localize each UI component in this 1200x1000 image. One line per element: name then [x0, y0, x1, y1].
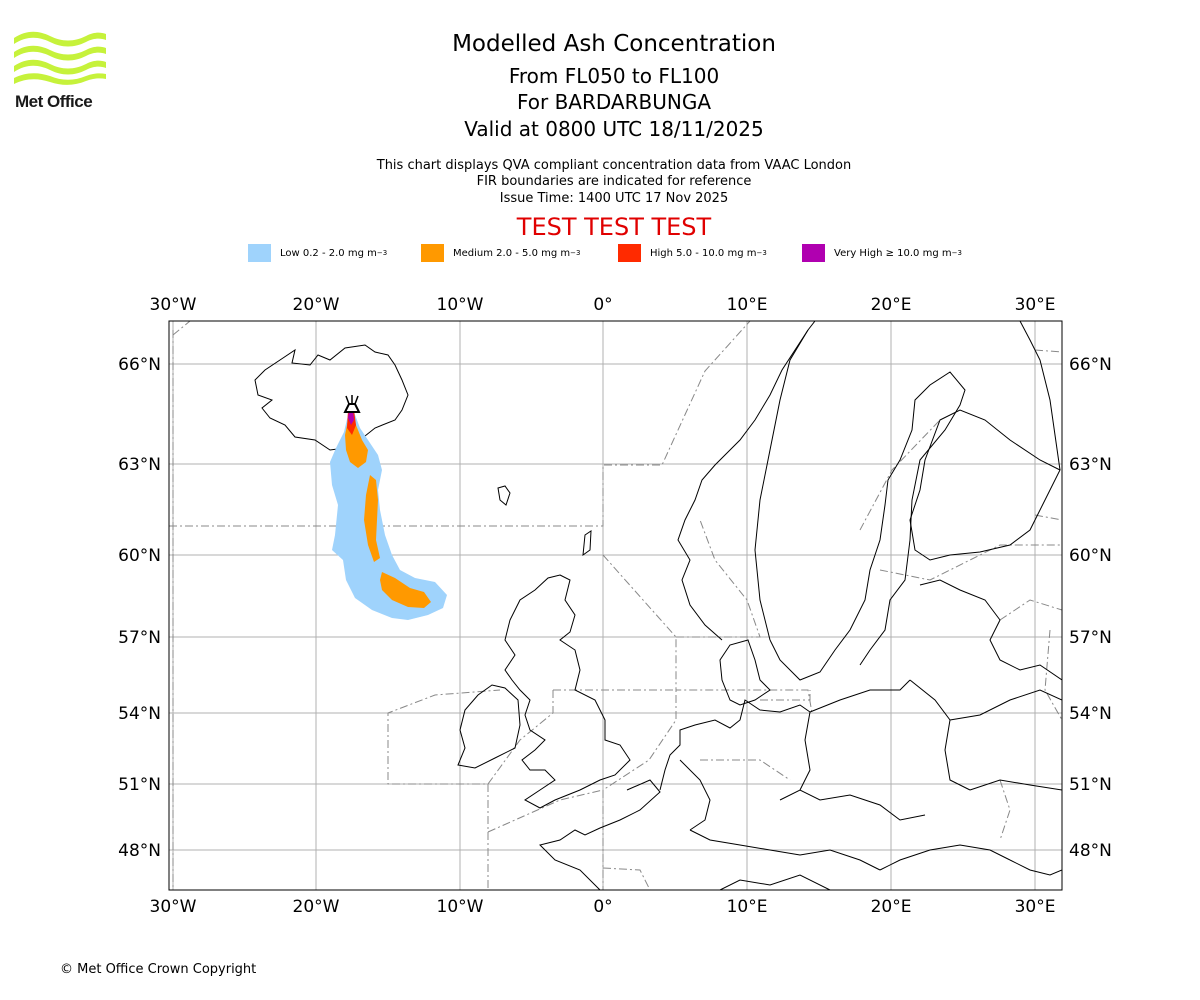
lat-label-left: 54°N — [118, 704, 161, 724]
level-range: From FL050 to FL100 — [508, 64, 720, 88]
lat-label-right: 54°N — [1069, 704, 1112, 724]
test-banner: TEST TEST TEST — [516, 213, 712, 241]
legend-item-high: High 5.0 - 10.0 mg m −3 — [618, 244, 767, 262]
lat-labels-right: 66°N 63°N 60°N 57°N 54°N 51°N 48°N — [1069, 355, 1112, 861]
lon-labels-bottom: 30°W 20°W 10°W 0° 10°E 20°E 30°E — [150, 897, 1056, 917]
border-poland-east — [909, 679, 971, 791]
lat-label-left: 63°N — [118, 455, 161, 475]
lat-label-left: 48°N — [118, 841, 161, 861]
lat-labels-left: 66°N 63°N 60°N 57°N 54°N 51°N 48°N — [118, 355, 161, 861]
legend-label-high: High 5.0 - 10.0 mg m — [650, 247, 757, 259]
lat-label-right: 48°N — [1069, 841, 1112, 861]
ash-medium-south — [380, 572, 431, 608]
lon-label-bottom: 10°E — [727, 897, 768, 917]
coast-iceland — [254, 344, 409, 451]
coast-faroes — [497, 485, 511, 506]
border-balkans — [719, 874, 831, 890]
lat-label-right: 66°N — [1069, 355, 1112, 375]
lon-label-top: 10°E — [727, 295, 768, 315]
info-line-1: This chart displays QVA compliant concen… — [376, 158, 852, 173]
ash-medium-middle — [364, 475, 380, 562]
lon-label-top: 10°W — [437, 295, 484, 315]
legend-swatch-medium — [421, 244, 444, 262]
coast-baltic-east — [919, 579, 1062, 681]
legend-item-medium: Medium 2.0 - 5.0 mg m −3 — [421, 244, 580, 262]
border-norway-sweden — [754, 329, 809, 641]
coastlines — [254, 321, 1062, 890]
lon-labels-top: 30°W 20°W 10°W 0° 10°E 20°E 30°E — [150, 295, 1056, 315]
border-ukraine — [969, 779, 1062, 791]
border-romania — [1009, 859, 1062, 876]
volcano-name: For BARDARBUNGA — [516, 90, 712, 114]
map-frame — [168, 320, 1063, 891]
coast-shetland — [582, 530, 592, 557]
lon-label-bottom: 0° — [593, 897, 612, 917]
lon-label-top: 20°E — [871, 295, 912, 315]
chart-title: Modelled Ash Concentration — [452, 31, 776, 57]
lon-label-bottom: 20°E — [871, 897, 912, 917]
lon-label-top: 0° — [593, 295, 612, 315]
coast-norway — [677, 321, 816, 641]
lat-label-right: 51°N — [1069, 775, 1112, 795]
logo-text: Met Office — [15, 92, 93, 111]
coast-ireland — [457, 684, 521, 769]
coast-denmark — [719, 639, 771, 706]
border-hungary — [879, 844, 1011, 871]
lon-label-bottom: 30°W — [150, 897, 197, 917]
legend-label-very-high: Very High ≥ 10.0 mg m — [834, 247, 952, 259]
legend-swatch-very-high — [802, 244, 825, 262]
legend-label-medium: Medium 2.0 - 5.0 mg m — [453, 247, 571, 259]
legend-swatch-low — [248, 244, 271, 262]
lat-label-left: 66°N — [118, 355, 161, 375]
legend: Low 0.2 - 2.0 mg m −3 Medium 2.0 - 5.0 mg… — [0, 244, 1200, 264]
lat-label-left: 57°N — [118, 628, 161, 648]
border-belarus — [949, 689, 1062, 721]
lat-label-right: 60°N — [1069, 546, 1112, 566]
fir-boundaries — [169, 321, 1062, 890]
legend-item-low: Low 0.2 - 2.0 mg m −3 — [248, 244, 387, 262]
border-germany-poland — [799, 711, 811, 791]
lon-label-bottom: 20°W — [293, 897, 340, 917]
border-finland-russia — [1019, 321, 1061, 471]
lon-label-top: 30°E — [1015, 295, 1056, 315]
lat-label-left: 51°N — [118, 775, 161, 795]
lon-label-top: 30°W — [150, 295, 197, 315]
coast-poland — [809, 679, 911, 713]
lon-label-top: 20°W — [293, 295, 340, 315]
coast-france — [539, 779, 661, 890]
ash-very-high — [348, 410, 354, 425]
border-czech — [779, 789, 926, 821]
lat-label-right: 63°N — [1069, 455, 1112, 475]
lat-label-left: 60°N — [118, 546, 161, 566]
copyright: © Met Office Crown Copyright — [60, 962, 257, 977]
valid-time: Valid at 0800 UTC 18/11/2025 — [464, 117, 764, 141]
coast-sweden — [769, 371, 966, 681]
coast-finland — [909, 409, 1061, 561]
coast-low-countries — [659, 699, 811, 791]
coast-great-britain — [504, 574, 631, 809]
border-france-germany — [679, 759, 711, 831]
legend-label-low: Low 0.2 - 2.0 mg m — [280, 247, 377, 259]
info-line-2: FIR boundaries are indicated for referen… — [476, 174, 752, 189]
volcano-icon — [343, 395, 361, 413]
border-alps — [689, 829, 881, 871]
met-office-logo-icon — [14, 31, 106, 85]
graticule — [169, 321, 1062, 890]
lon-label-bottom: 30°E — [1015, 897, 1056, 917]
issue-time: Issue Time: 1400 UTC 17 Nov 2025 — [499, 191, 729, 206]
legend-item-very-high: Very High ≥ 10.0 mg m −3 — [802, 244, 962, 262]
lat-label-right: 57°N — [1069, 628, 1112, 648]
ash-plume — [330, 410, 447, 620]
legend-swatch-high — [618, 244, 641, 262]
lon-label-bottom: 10°W — [437, 897, 484, 917]
